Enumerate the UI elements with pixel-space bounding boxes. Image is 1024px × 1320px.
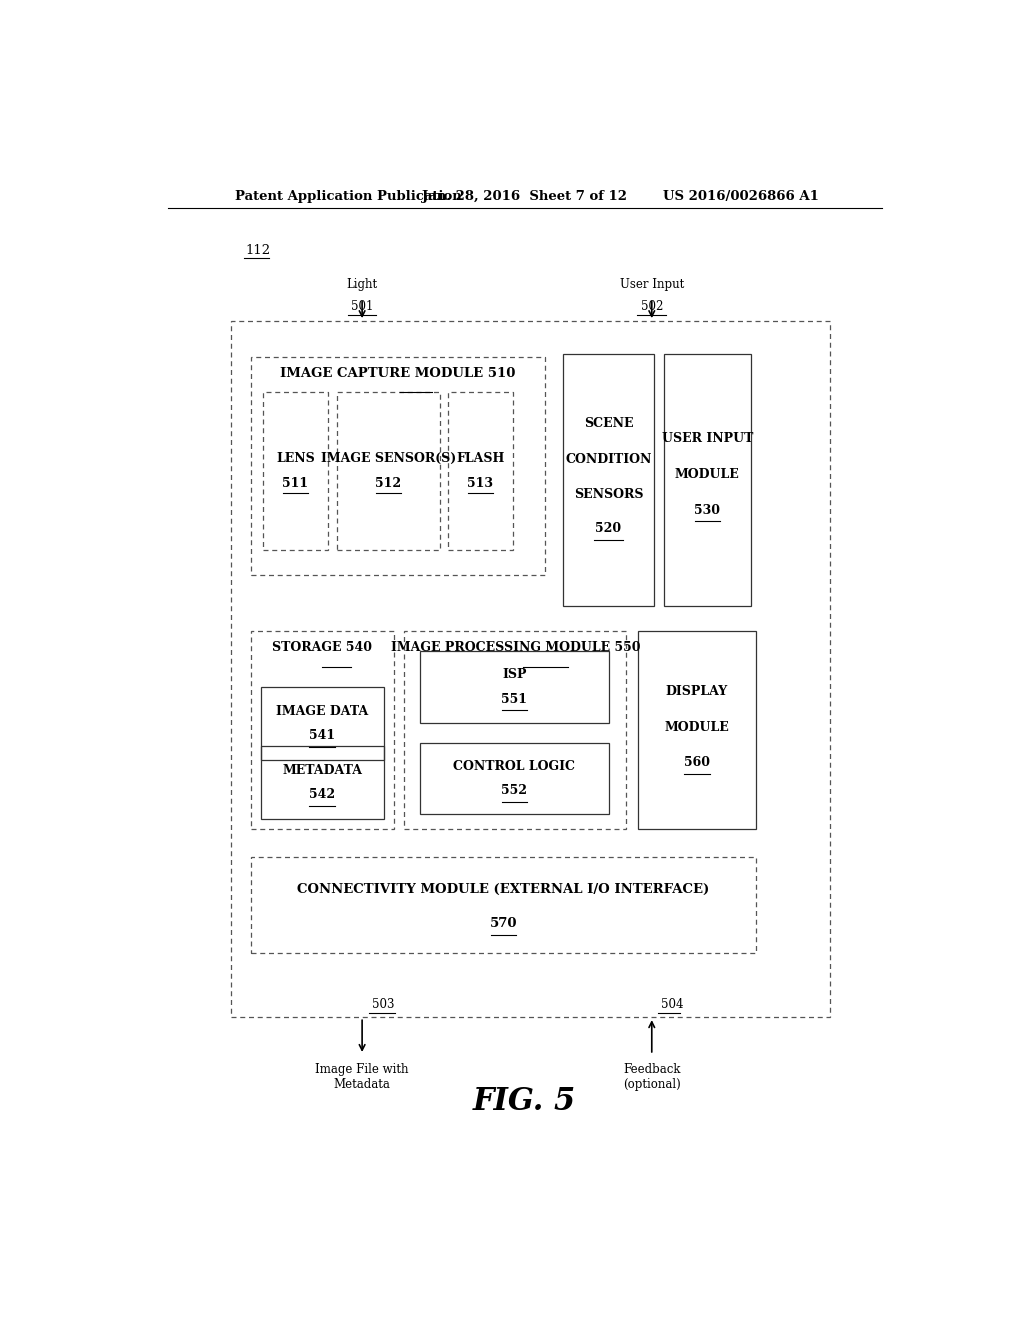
Text: 502: 502 [641,300,663,313]
Text: 513: 513 [467,477,494,490]
Text: 570: 570 [489,917,517,929]
Bar [420,743,609,814]
Bar [263,392,328,549]
Text: 112: 112 [246,244,270,257]
Text: DISPLAY: DISPLAY [666,685,728,698]
Text: 520: 520 [596,521,622,535]
Text: 511: 511 [283,477,308,490]
Text: Feedback
(optional): Feedback (optional) [623,1063,681,1092]
Text: 512: 512 [375,477,401,490]
Text: 551: 551 [502,693,527,706]
Bar [664,354,751,606]
Bar [251,857,756,953]
Bar [337,392,440,549]
Text: User Input: User Input [620,277,684,290]
Text: Jan. 28, 2016  Sheet 7 of 12: Jan. 28, 2016 Sheet 7 of 12 [422,190,628,202]
Text: FIG. 5: FIG. 5 [473,1086,577,1117]
Text: LENS: LENS [276,453,314,465]
Text: Light: Light [346,277,378,290]
Text: IMAGE CAPTURE MODULE 510: IMAGE CAPTURE MODULE 510 [281,367,515,380]
Text: Image File with
Metadata: Image File with Metadata [315,1063,409,1092]
Bar [447,392,513,549]
Bar [251,631,394,829]
Text: 552: 552 [502,784,527,797]
Text: 501: 501 [351,300,374,313]
Text: IMAGE PROCESSING MODULE 550: IMAGE PROCESSING MODULE 550 [390,642,640,655]
Text: ISP: ISP [502,668,526,681]
Text: IMAGE DATA: IMAGE DATA [275,705,369,718]
Text: 542: 542 [309,788,335,801]
Text: MODULE: MODULE [665,721,729,734]
Bar [231,321,830,1018]
Bar [260,746,384,818]
Text: 503: 503 [372,998,394,1011]
Bar [638,631,756,829]
Text: FLASH: FLASH [456,453,505,465]
Text: SENSORS: SENSORS [573,488,643,502]
Text: 541: 541 [309,729,335,742]
Text: US 2016/0026866 A1: US 2016/0026866 A1 [663,190,818,202]
Text: CONNECTIVITY MODULE (EXTERNAL I/O INTERFACE): CONNECTIVITY MODULE (EXTERNAL I/O INTERF… [297,883,710,896]
Text: USER INPUT: USER INPUT [662,433,753,445]
Text: 560: 560 [684,756,710,770]
Text: METADATA: METADATA [282,764,362,776]
Bar [404,631,627,829]
Text: MODULE: MODULE [675,469,739,480]
Text: SCENE: SCENE [584,417,633,430]
Text: CONTROL LOGIC: CONTROL LOGIC [454,760,575,772]
Bar [260,686,384,760]
Text: Patent Application Publication: Patent Application Publication [236,190,462,202]
Bar [251,356,545,576]
Text: 504: 504 [662,998,684,1011]
Bar [563,354,654,606]
Text: 530: 530 [694,503,720,516]
Text: CONDITION: CONDITION [565,453,651,466]
Text: STORAGE 540: STORAGE 540 [272,642,373,655]
Bar [420,651,609,722]
Text: IMAGE SENSOR(S): IMAGE SENSOR(S) [321,453,456,465]
